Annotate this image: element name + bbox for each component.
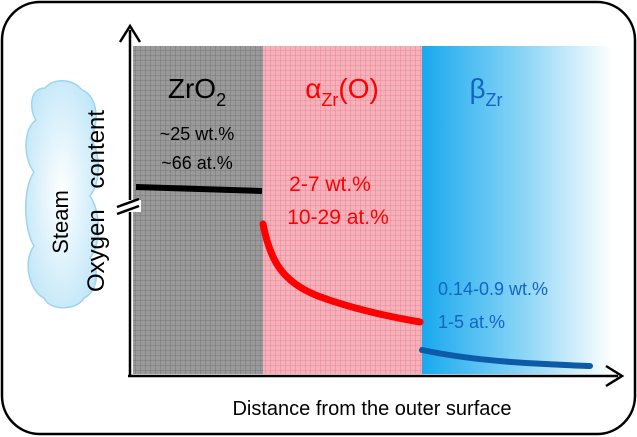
steam-cloud: Steam: [25, 80, 99, 309]
axis-break-mark: [115, 197, 141, 216]
zro2-content-at: ~66 at.%: [161, 153, 233, 173]
zro2-layer-name: ZrO2: [168, 73, 226, 110]
zro2-content-wt: ~25 wt.%: [160, 124, 235, 144]
alpha-zr-content-wt: 2-7 wt.%: [289, 173, 371, 196]
beta-zr-layer-region: [422, 46, 612, 374]
y-axis-arrow: [118, 23, 142, 43]
beta-zr-content-wt: 0.14-0.9 wt.%: [438, 279, 548, 299]
beta-zr-content-at: 1-5 at.%: [438, 312, 505, 332]
x-axis-arrow: [605, 364, 625, 388]
beta-zr-layer-name: βZr: [469, 73, 502, 110]
steam-label: Steam: [48, 190, 73, 254]
alpha-zr-layer-name: αZr(O): [305, 73, 379, 110]
axes: [115, 23, 625, 388]
zro2-oxygen-curve: [135, 184, 263, 194]
zro2-layer-region: [133, 46, 263, 374]
alpha-zr-content-at: 10-29 at.%: [287, 206, 389, 229]
beta-zr-oxygen-curve: [419, 347, 593, 369]
y-axis-label: Oxygen content: [83, 110, 110, 292]
alpha-zr-oxygen-curve: [259, 220, 424, 326]
x-axis-label: Distance from the outer surface: [232, 398, 511, 420]
